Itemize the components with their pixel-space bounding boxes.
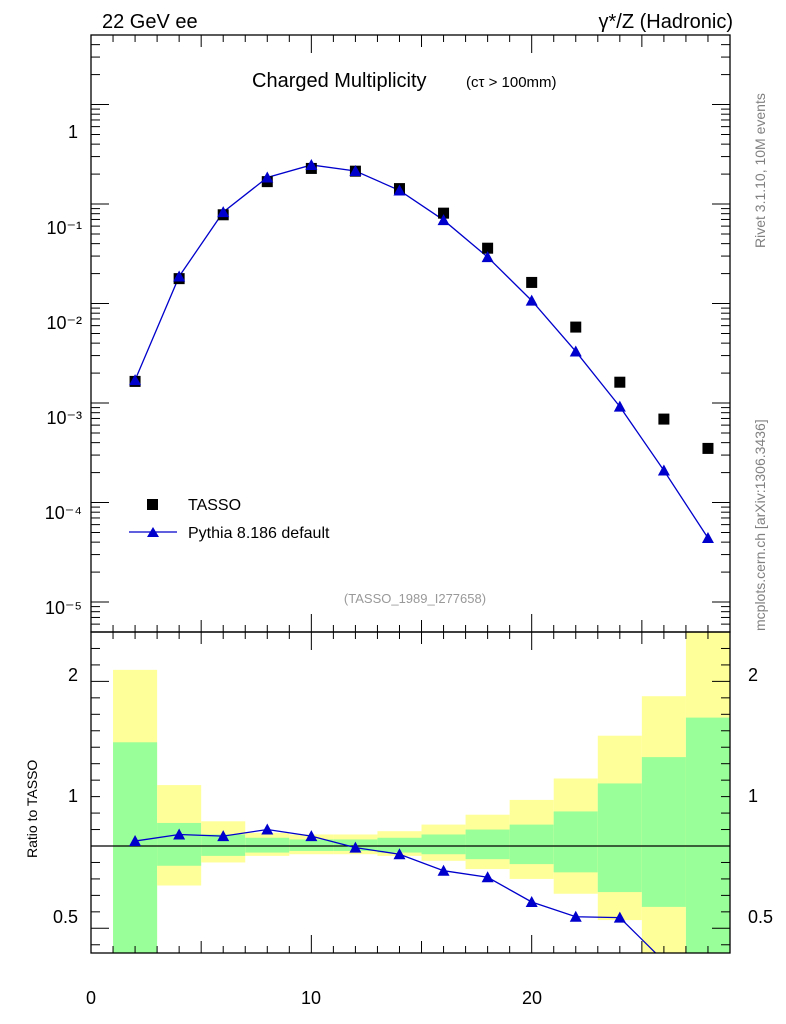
tasso-data-point bbox=[526, 276, 538, 288]
ratio-curve bbox=[134, 828, 657, 953]
ratio-data-point bbox=[173, 828, 186, 840]
pythia-data-point bbox=[129, 374, 142, 386]
x-tick-labels: 0 10 20 bbox=[86, 988, 542, 1008]
ratio-data-point bbox=[129, 835, 142, 847]
inner-band-bin bbox=[465, 829, 510, 860]
ratio-y-tick-label-right: 0.5 bbox=[748, 907, 773, 927]
inner-band-bin bbox=[509, 824, 554, 865]
ratio-data-point bbox=[261, 823, 274, 835]
tasso-data-point bbox=[702, 442, 714, 454]
pythia-data-point bbox=[657, 464, 670, 476]
pythia-curve bbox=[134, 164, 709, 539]
ratio-y-tick-label: 2 bbox=[68, 665, 78, 685]
pythia-data-point bbox=[305, 158, 318, 170]
pythia-data-point bbox=[173, 270, 186, 282]
pythia-data-point bbox=[261, 171, 274, 183]
ratio-axis-label: Ratio to TASSO bbox=[24, 760, 40, 858]
legend: TASSO Pythia 8.186 default bbox=[129, 497, 330, 542]
legend-label-tasso: TASSO bbox=[188, 497, 241, 514]
ratio-y-tick-label-right: 2 bbox=[748, 665, 758, 685]
legend-marker-pythia bbox=[147, 527, 159, 537]
legend-marker-tasso bbox=[147, 499, 158, 510]
ratio-data-point bbox=[437, 864, 450, 876]
y-tick-label: 10⁻⁵ bbox=[45, 598, 82, 618]
upper-y-tick-labels: 10⁻⁵ 10⁻⁴ 10⁻³ 10⁻² 10⁻¹ 1 bbox=[45, 122, 82, 618]
legend-label-pythia: Pythia 8.186 default bbox=[188, 525, 330, 542]
y-tick-label: 10⁻⁴ bbox=[45, 503, 82, 523]
pythia-data-point bbox=[569, 345, 582, 357]
chart-title: Charged Multiplicity bbox=[252, 70, 427, 92]
y-tick-label: 1 bbox=[68, 122, 78, 142]
inner-band-bin bbox=[201, 834, 246, 856]
tasso-data-point bbox=[570, 321, 582, 333]
x-tick-label: 20 bbox=[522, 988, 542, 1008]
pythia-data-point bbox=[437, 214, 450, 226]
tasso-data-point bbox=[438, 207, 450, 219]
tasso-data-point bbox=[482, 242, 494, 254]
ratio-data-point bbox=[569, 910, 582, 922]
energy-label: 22 GeV ee bbox=[102, 11, 198, 33]
y-tick-label: 10⁻² bbox=[46, 313, 82, 333]
y-tick-label: 10⁻¹ bbox=[46, 218, 82, 238]
analysis-watermark: (TASSO_1989_I277658) bbox=[344, 591, 486, 606]
mcplots-source-label: mcplots.cern.ch [arXiv:1306.3436] bbox=[752, 419, 768, 631]
inner-band-bin bbox=[597, 783, 642, 893]
ratio-data-point bbox=[217, 830, 230, 842]
ratio-y-tick-label-right: 1 bbox=[748, 786, 758, 806]
inner-band-bin bbox=[377, 837, 422, 853]
inner-band-bin bbox=[113, 742, 158, 953]
ratio-data-point bbox=[305, 830, 318, 842]
rivet-version-label: Rivet 3.1.10, 10M events bbox=[752, 93, 768, 248]
ratio-data-point bbox=[525, 895, 538, 907]
ratio-plot-frame bbox=[90, 631, 731, 954]
ratio-data-point bbox=[349, 841, 362, 853]
pythia-data-point bbox=[613, 400, 626, 412]
ratio-y-tick-label: 1 bbox=[68, 786, 78, 806]
tasso-data-point bbox=[658, 413, 670, 425]
ratio-data-point bbox=[393, 848, 406, 860]
ratio-y-tick-label: 0.5 bbox=[53, 907, 78, 927]
x-tick-label: 10 bbox=[301, 988, 321, 1008]
inner-band-bin bbox=[641, 757, 686, 907]
pythia-data-point bbox=[393, 184, 406, 196]
pythia-data-point bbox=[217, 206, 230, 218]
pythia-data-point bbox=[481, 251, 494, 263]
inner-band-bin bbox=[289, 839, 334, 851]
inner-band-bin bbox=[685, 717, 730, 953]
inner-band-bin bbox=[245, 837, 290, 853]
x-tick-label: 0 bbox=[86, 988, 96, 1008]
pythia-data-point bbox=[525, 294, 538, 306]
chart-title-suffix: (cτ > 100mm) bbox=[466, 74, 557, 91]
inner-band-bin bbox=[553, 811, 598, 873]
upper-plot-frame bbox=[90, 34, 731, 633]
ratio-data-point bbox=[481, 871, 494, 883]
ratio-data-point bbox=[613, 911, 626, 923]
ratio-y-tick-labels: 0.5 1 2 0.5 1 2 bbox=[53, 665, 773, 927]
inner-band-bin bbox=[421, 834, 466, 855]
ratio-uncertainty-bands bbox=[113, 632, 730, 953]
pythia-data-point bbox=[701, 532, 714, 544]
process-label: γ*/Z (Hadronic) bbox=[599, 11, 733, 33]
tasso-data-point bbox=[614, 376, 626, 388]
y-tick-label: 10⁻³ bbox=[46, 408, 82, 428]
pythia-data-point bbox=[349, 164, 362, 176]
